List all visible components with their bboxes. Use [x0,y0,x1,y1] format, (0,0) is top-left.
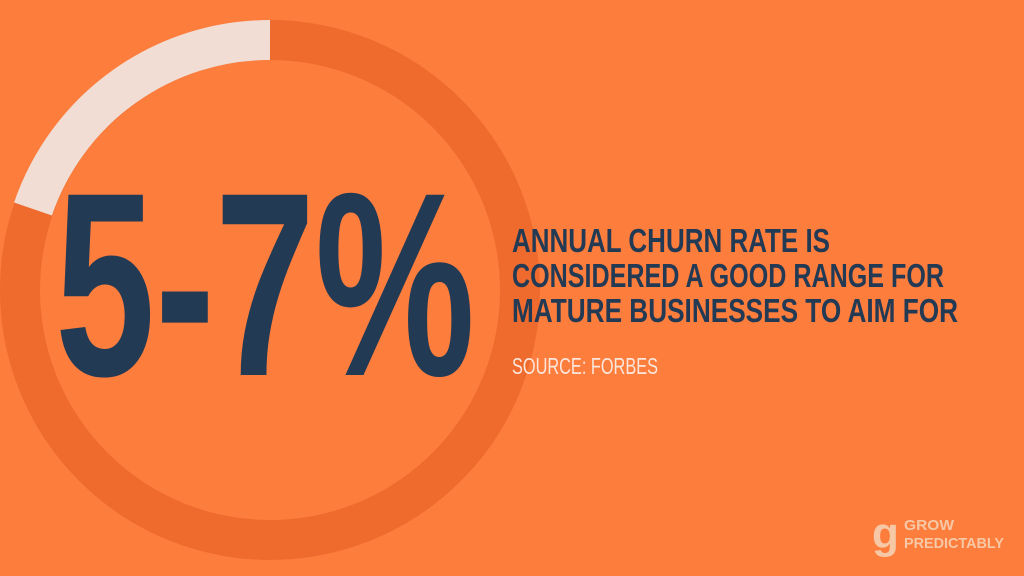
description-line: CONSIDERED A GOOD RANGE FOR [512,257,944,294]
logo-text: PREDICTABLY [904,535,1004,552]
logo-text: GROW [904,517,955,534]
logo-mark: g [872,509,899,558]
description-line: MATURE BUSINESSES TO AIM FOR [512,292,958,329]
headline: 5-7% [55,138,475,431]
ring-highlight [14,19,271,216]
source: SOURCE: FORBES [512,353,658,379]
description-line: ANNUAL CHURN RATE IS [512,222,830,259]
